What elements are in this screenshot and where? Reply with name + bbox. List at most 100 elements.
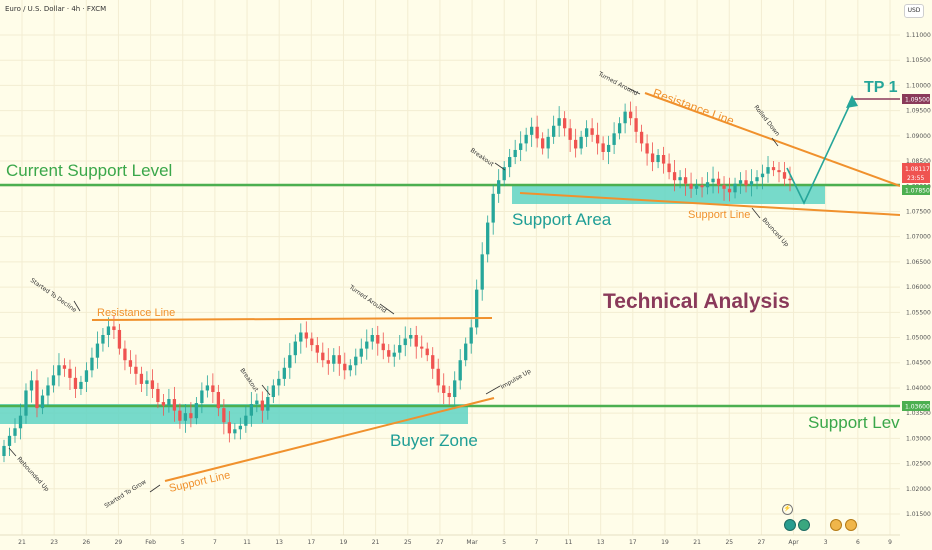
event-marker-icon-3[interactable] bbox=[830, 519, 842, 531]
candle-body bbox=[579, 136, 583, 149]
started-to-grow-text: Started To Grow bbox=[103, 478, 147, 509]
candle-body bbox=[178, 410, 182, 421]
price-tick-label: 1.03000 bbox=[906, 435, 931, 442]
time-tick-label: Feb bbox=[145, 539, 156, 546]
price-tick-label: 1.04000 bbox=[906, 385, 931, 392]
candle-body bbox=[508, 157, 512, 168]
candle-body bbox=[35, 380, 39, 409]
breakout-left-arrow bbox=[261, 384, 271, 396]
candle-body bbox=[689, 183, 693, 189]
candle-body bbox=[590, 128, 594, 135]
support-low-badge bbox=[902, 401, 930, 411]
candle-body bbox=[7, 435, 12, 446]
candle-body bbox=[365, 341, 369, 349]
price-tick-label: 1.05500 bbox=[906, 309, 931, 316]
candle-body bbox=[211, 385, 215, 392]
price-tick-label: 1.07500 bbox=[906, 208, 931, 215]
candle-body bbox=[403, 338, 407, 346]
candle-body bbox=[601, 143, 605, 152]
currency-button[interactable]: USD bbox=[904, 4, 924, 18]
candle-body bbox=[705, 182, 710, 188]
breakout-left-text: Breakout bbox=[238, 367, 260, 394]
price-tick-label: 1.09000 bbox=[906, 133, 931, 140]
support-line-left[interactable] bbox=[164, 397, 495, 482]
candle-body bbox=[359, 348, 363, 357]
candle-body bbox=[782, 172, 787, 179]
candle-body bbox=[667, 163, 671, 173]
candle-body bbox=[694, 185, 699, 189]
candle-body bbox=[436, 368, 440, 386]
price-axis-bg[interactable] bbox=[900, 0, 932, 550]
candle-body bbox=[557, 118, 561, 126]
buyer-zone-rect bbox=[0, 404, 468, 424]
candle-body bbox=[304, 332, 308, 339]
candle-body bbox=[716, 178, 721, 186]
candle-body bbox=[161, 402, 166, 406]
candle-body bbox=[79, 381, 83, 389]
event-marker-icon-1[interactable] bbox=[784, 519, 796, 531]
price-tick-label: 1.09500 bbox=[906, 108, 931, 115]
candle-body bbox=[271, 385, 275, 398]
time-tick-label: 29 bbox=[115, 539, 123, 546]
time-tick-label: 27 bbox=[758, 539, 766, 546]
price-tick-label: 1.10500 bbox=[906, 57, 931, 64]
buyer-zone-label: Buyer Zone bbox=[390, 431, 478, 450]
resistance-line-right[interactable] bbox=[644, 92, 901, 187]
candle-body bbox=[502, 167, 506, 181]
resistance-line-left[interactable] bbox=[91, 317, 493, 321]
candle-body bbox=[57, 365, 61, 376]
candle-body bbox=[123, 348, 127, 361]
time-tick-label: 3 bbox=[824, 539, 828, 546]
candle-body bbox=[628, 111, 633, 119]
candle-body bbox=[530, 126, 534, 135]
candle-body bbox=[13, 428, 17, 436]
candle-body bbox=[645, 143, 649, 154]
time-tick-label: 19 bbox=[661, 539, 669, 546]
candle-body bbox=[431, 355, 435, 369]
time-tick-label: 27 bbox=[436, 539, 444, 546]
candle-body bbox=[711, 178, 715, 183]
price-tick-label: 1.07000 bbox=[906, 234, 931, 241]
time-tick-label: 13 bbox=[275, 539, 283, 546]
candle-body bbox=[777, 170, 781, 173]
time-tick-label: 21 bbox=[693, 539, 701, 546]
time-tick-label: 11 bbox=[565, 539, 573, 546]
time-tick-label: 17 bbox=[629, 539, 637, 546]
candle-body bbox=[634, 118, 638, 132]
turned-around-left-arrow bbox=[379, 303, 395, 315]
flash-icon[interactable]: ⚡ bbox=[782, 504, 793, 515]
current-price-text: 1.08117 bbox=[905, 166, 930, 173]
candle-body bbox=[46, 385, 50, 396]
candle-body bbox=[480, 254, 484, 290]
projection-path bbox=[786, 99, 853, 205]
time-tick-label: 5 bbox=[181, 539, 185, 546]
rolled-down-arrow bbox=[771, 137, 779, 147]
time-tick-label: 21 bbox=[18, 539, 26, 546]
candle-body bbox=[464, 343, 468, 361]
candle-body bbox=[101, 335, 105, 344]
candle-body bbox=[222, 408, 226, 423]
candle-body bbox=[90, 357, 94, 371]
price-tick-label: 1.05000 bbox=[906, 335, 931, 342]
candle-body bbox=[760, 173, 765, 178]
candle-body bbox=[29, 380, 34, 391]
support-line-right[interactable] bbox=[519, 192, 901, 216]
candle-body bbox=[519, 143, 523, 150]
candle-body bbox=[513, 149, 517, 158]
event-marker-icon-2[interactable] bbox=[798, 519, 810, 531]
time-tick-label: 11 bbox=[243, 539, 251, 546]
resistance-line-left-label: Resistance Line bbox=[97, 307, 175, 319]
event-marker-icon-4[interactable] bbox=[845, 519, 857, 531]
breakout-right-arrow bbox=[494, 162, 506, 171]
time-tick-label: 26 bbox=[82, 539, 90, 546]
candle-body bbox=[2, 445, 6, 457]
candle-body bbox=[205, 385, 210, 391]
resistance-line-right-label: Resistance Line bbox=[651, 86, 736, 128]
symbol-title: Euro / U.S. Dollar · 4h · FXCM bbox=[5, 5, 107, 13]
candle-body bbox=[584, 128, 589, 137]
candle-body bbox=[475, 289, 479, 328]
price-tick-label: 1.06000 bbox=[906, 284, 931, 291]
candle-body bbox=[398, 345, 402, 353]
